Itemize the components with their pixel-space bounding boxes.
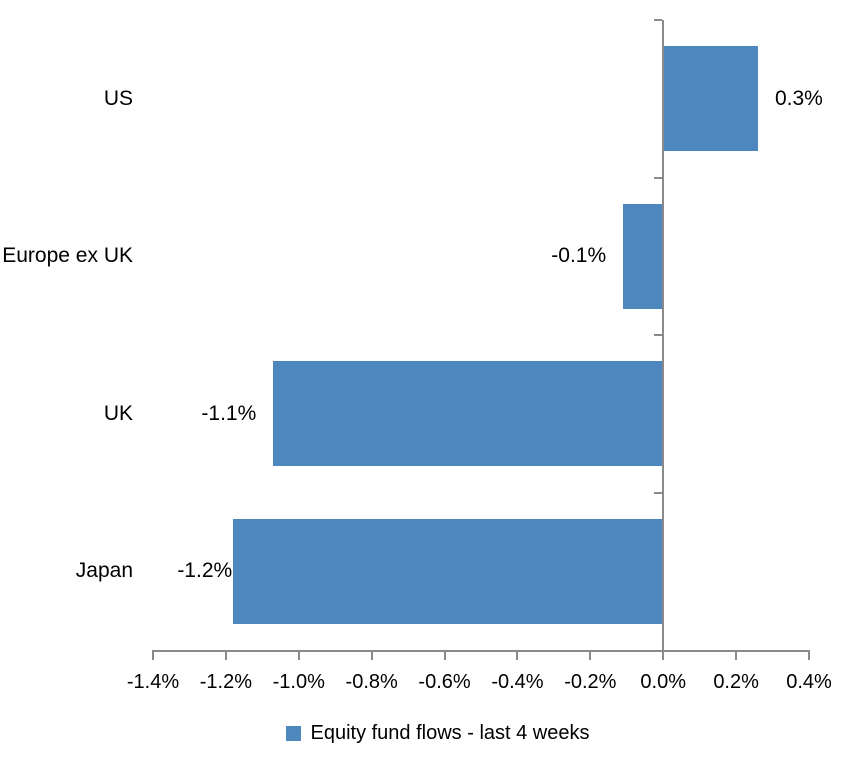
x-tick-label: -1.0% — [272, 671, 325, 693]
y-axis-tick — [654, 19, 663, 21]
x-tick-label: -0.6% — [418, 671, 471, 693]
legend-square-marker — [286, 725, 302, 741]
data-label: -1.1% — [201, 401, 257, 425]
x-axis-tick — [662, 652, 665, 660]
x-tick-label: -1.4% — [126, 671, 180, 693]
category-label: Europe ex UK — [2, 244, 133, 268]
y-axis-tick — [654, 334, 663, 336]
legend-label: Equity fund flows - last 4 weeks — [310, 721, 590, 744]
x-axis-tick — [370, 652, 373, 660]
category-label: UK — [103, 401, 133, 425]
x-tick-label: 0.0% — [640, 671, 687, 693]
x-axis-tick — [152, 652, 154, 660]
bar — [273, 361, 664, 467]
data-label: -0.1% — [551, 244, 607, 268]
x-tick-label: -0.2% — [564, 671, 617, 693]
x-axis-tick — [808, 652, 810, 660]
x-axis-tick — [443, 652, 446, 660]
legend: Equity fund flows - last 4 weeks — [12, 719, 852, 747]
data-label: 0.3% — [774, 86, 823, 110]
data-label: -1.2% — [177, 559, 233, 583]
x-axis-tick — [297, 652, 300, 660]
y-axis-tick — [654, 176, 663, 179]
y-axis-line — [662, 20, 665, 652]
x-axis-tick — [224, 652, 227, 660]
bar — [233, 518, 664, 624]
x-tick-label: -0.8% — [345, 671, 398, 693]
x-tick-label: -1.2% — [199, 671, 252, 693]
y-axis-tick — [654, 491, 663, 494]
x-axis-tick — [735, 652, 738, 660]
bar — [623, 203, 664, 309]
x-axis-tick — [516, 652, 519, 660]
category-label: US — [103, 86, 133, 110]
x-tick-label: 0.2% — [713, 671, 759, 693]
x-tick-label: 0.4% — [786, 671, 832, 693]
x-axis-tick — [589, 652, 592, 660]
x-tick-label: -0.4% — [491, 671, 544, 693]
bar — [663, 46, 758, 152]
category-label: Japan — [75, 559, 133, 583]
x-axis-line — [152, 650, 810, 652]
